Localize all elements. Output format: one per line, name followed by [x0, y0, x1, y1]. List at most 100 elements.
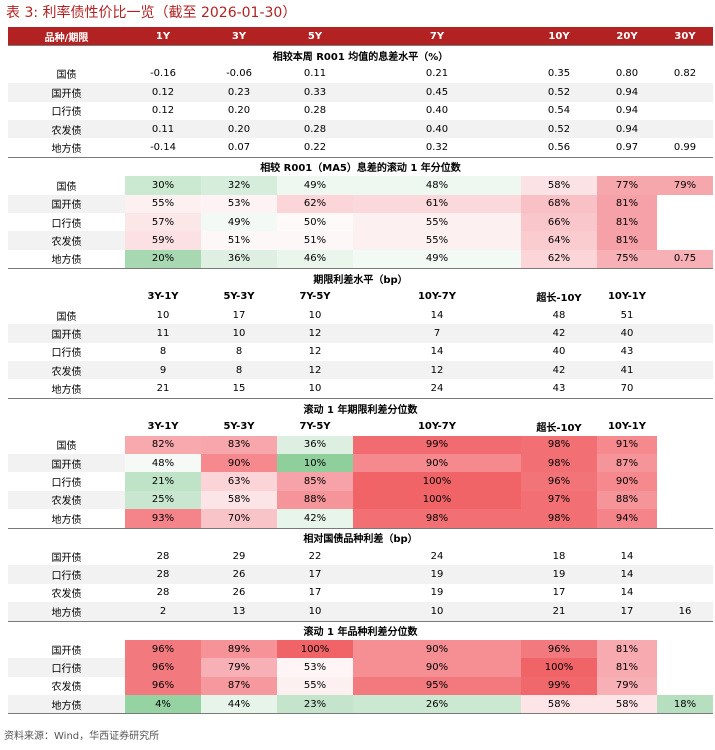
row-label: 国开债 [8, 83, 125, 102]
subheader-cell: 10Y-1Y [607, 291, 647, 303]
row-label: 国开债 [8, 453, 125, 473]
table-row: 农发债 96% 87% 55% 95% 99% 79% [8, 676, 713, 696]
data-cell: 0.33 [277, 83, 353, 102]
data-cell: 79% [597, 676, 657, 696]
data-cell: 0.82 [673, 68, 697, 80]
data-cell: 0.94 [597, 119, 657, 139]
data-cell: 43 [552, 383, 566, 395]
data-cell: 87% [201, 676, 277, 696]
data-cell: 41 [597, 361, 657, 380]
table-row: 农发债 59% 51% 51% 55% 64% 81% [8, 231, 713, 250]
data-cell: 32% [201, 176, 277, 195]
data-cell: 90% [353, 658, 521, 677]
table-row: 口行债 0.12 0.20 0.28 0.40 0.54 0.94 [8, 102, 713, 120]
data-cell: 19 [521, 565, 597, 584]
table-row: 国债 10 17 10 14 48 51 [8, 306, 713, 324]
data-cell: 16 [657, 602, 713, 621]
data-cell: 96% [125, 658, 201, 677]
data-cell: 90% [353, 639, 521, 659]
data-cell: 0.52 [521, 83, 597, 102]
data-cell: 100% [353, 490, 521, 510]
data-cell: 100% [353, 472, 521, 491]
data-cell: 10 [308, 309, 322, 321]
data-cell: 0.56 [547, 142, 571, 154]
table-row: 农发债 9 8 12 12 42 41 [8, 361, 713, 380]
data-cell: 0.20 [227, 105, 251, 117]
data-cell: 14 [430, 309, 444, 321]
table-row: 口行债 8 8 12 14 40 43 [8, 343, 713, 361]
table-title: 表 3: 利率债性价比一览（截至 2026-01-30） [6, 5, 297, 21]
data-cell: 88% [597, 490, 657, 510]
data-cell [657, 453, 713, 473]
data-cell: 10% [277, 453, 353, 473]
data-cell [657, 231, 713, 250]
table-row: 地方债 21 15 10 24 43 70 [8, 379, 713, 398]
section-title-row: 相较本周 R001 均值的息差水平（%） [8, 45, 713, 65]
row-label: 国开债 [8, 194, 125, 213]
data-cell: 0.07 [227, 142, 251, 154]
data-cell: 36% [277, 435, 353, 454]
subheader-cell: 10Y-7Y [417, 420, 457, 432]
data-cell: 14 [620, 550, 634, 562]
data-cell: 81% [597, 658, 657, 677]
table-row: 国债 30% 32% 49% 48% 58% 77% 79% [8, 176, 713, 195]
data-cell [657, 472, 713, 491]
data-cell: 63% [201, 472, 277, 491]
row-label: 地方债 [51, 514, 82, 526]
row-label: 口行债 [8, 658, 125, 677]
data-cell: 0.94 [597, 83, 657, 102]
data-cell: 24 [430, 383, 444, 395]
data-cell: 17 [597, 602, 657, 621]
data-cell: 91% [597, 435, 657, 454]
subheader-cell: 3Y-1Y [147, 420, 179, 432]
data-cell: 29 [232, 550, 246, 562]
data-cell: 58% [597, 695, 657, 715]
row-label: 地方债 [8, 695, 125, 715]
data-cell: 8 [159, 346, 167, 358]
data-cell: 99% [353, 435, 521, 454]
section-title: 滚动 1 年品种利差分位数 [8, 620, 713, 640]
data-cell [657, 194, 713, 213]
data-cell: 28 [156, 550, 170, 562]
data-cell: 14 [597, 565, 657, 584]
data-cell: 49% [277, 176, 353, 195]
data-cell: 97% [521, 490, 597, 510]
data-cell: 0.11 [303, 68, 327, 80]
data-cell: 58% [521, 176, 597, 195]
row-label: 国债 [56, 441, 77, 453]
table-row: 地方债 4% 44% 23% 26% 58% 58% 18% [8, 695, 713, 715]
header-tenor: 1Y [125, 27, 201, 46]
data-cell: 0.12 [125, 83, 201, 102]
row-label: 口行债 [51, 107, 82, 119]
data-cell: 82% [125, 435, 201, 454]
data-cell: 11 [125, 324, 201, 343]
data-cell: 0.45 [353, 83, 521, 102]
table-row: 口行债 57% 49% 50% 55% 66% 81% [8, 212, 713, 232]
row-label: 国债 [56, 181, 77, 193]
data-cell: 88% [277, 490, 353, 510]
section-title: 滚动 1 年期限利差分位数 [8, 397, 713, 418]
table-row: 农发债 28 26 17 19 17 14 [8, 584, 713, 602]
row-label: 地方债 [8, 602, 125, 621]
subheader-cell: 3Y-1Y [147, 291, 179, 303]
subheader-cell: 5Y-3Y [223, 291, 255, 303]
data-cell: 0.40 [425, 105, 449, 117]
data-cell: 25% [125, 490, 201, 510]
data-cell: 14 [430, 346, 444, 358]
data-cell: 49% [353, 249, 521, 269]
data-cell [657, 361, 713, 380]
section-title: 相对国债品种利差（bp） [8, 527, 713, 547]
data-cell: 17 [232, 309, 246, 321]
data-cell: 68% [521, 194, 597, 213]
data-cell: 90% [597, 472, 657, 491]
data-cell: 42 [521, 361, 597, 380]
data-cell: 48 [552, 309, 566, 321]
data-cell: 42 [521, 324, 597, 343]
data-cell: 70% [201, 509, 277, 529]
data-cell [657, 490, 713, 510]
data-cell: 0.32 [425, 142, 449, 154]
table-row: 国债 -0.16 -0.06 0.11 0.21 0.35 0.80 0.82 [8, 65, 713, 83]
data-cell: 8 [235, 346, 243, 358]
data-cell: 87% [597, 453, 657, 473]
table-row: 口行债 21% 63% 85% 100% 96% 90% [8, 472, 713, 491]
